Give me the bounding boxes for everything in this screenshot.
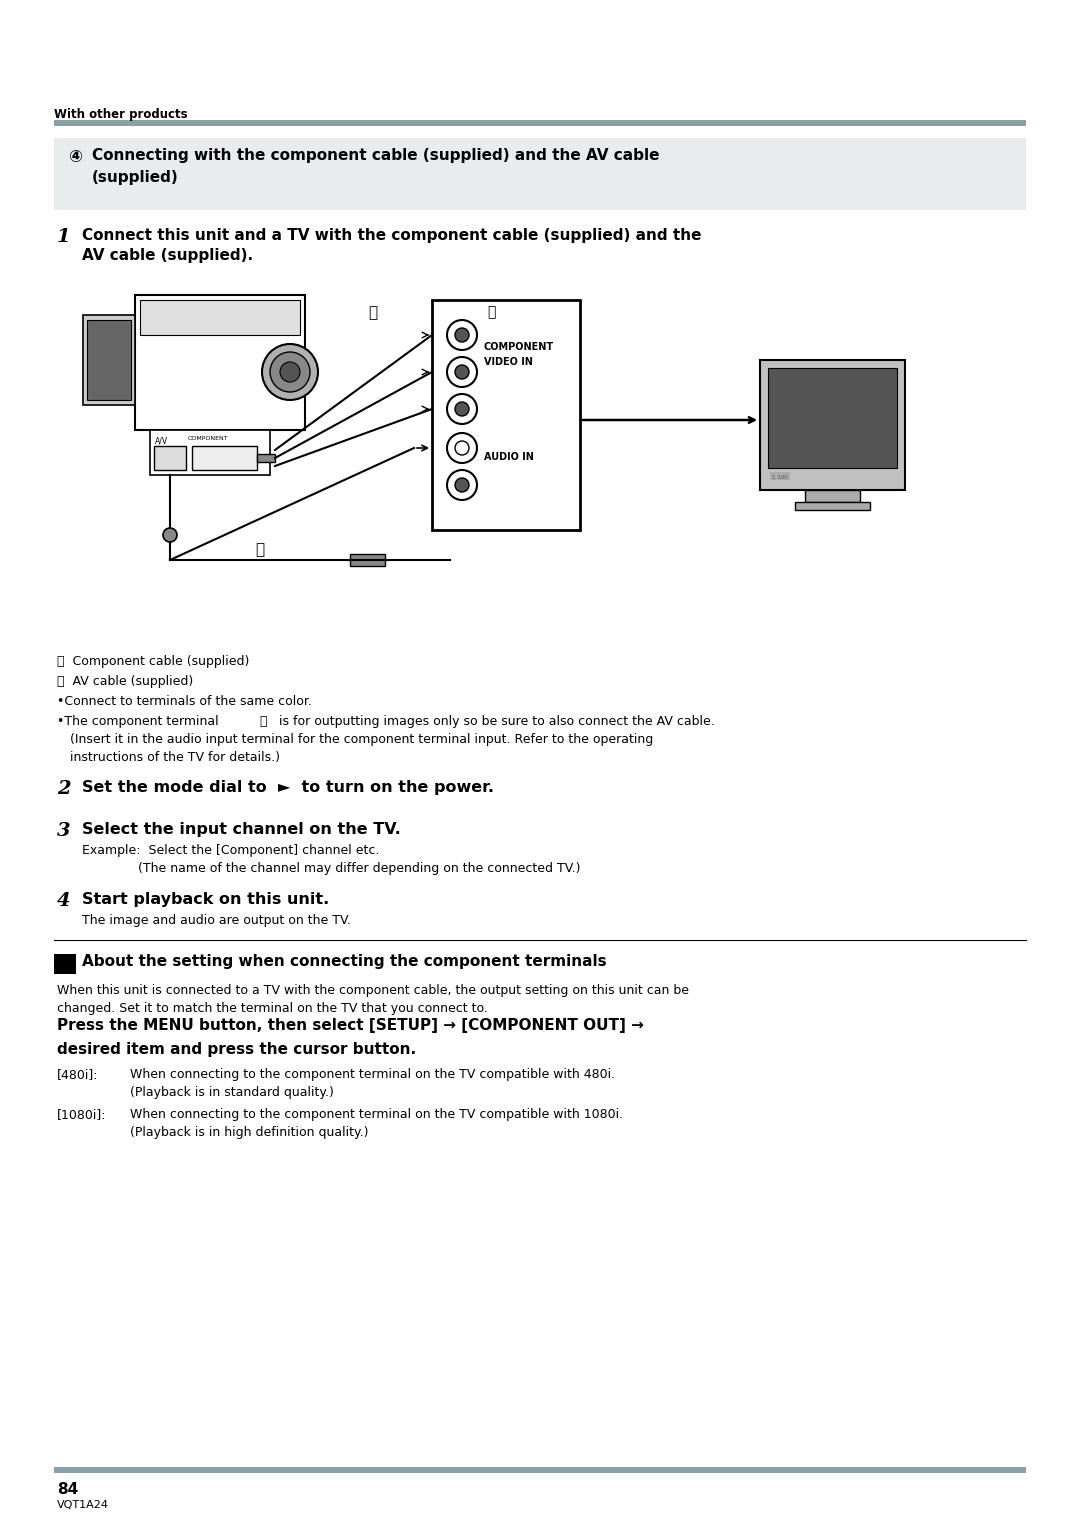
Text: AUDIO IN: AUDIO IN xyxy=(484,452,534,462)
Text: VQT1A24: VQT1A24 xyxy=(57,1500,109,1511)
Circle shape xyxy=(262,343,318,400)
Bar xyxy=(768,368,897,468)
Text: Connect this unit and a TV with the component cable (supplied) and the: Connect this unit and a TV with the comp… xyxy=(82,227,702,243)
Text: 84: 84 xyxy=(57,1482,78,1497)
Bar xyxy=(150,430,270,475)
Text: 3: 3 xyxy=(57,823,70,839)
Text: (Playback is in standard quality.): (Playback is in standard quality.) xyxy=(130,1087,334,1099)
Circle shape xyxy=(280,362,300,382)
Circle shape xyxy=(455,328,469,342)
Text: Ⓐ  Component cable (supplied): Ⓐ Component cable (supplied) xyxy=(57,655,249,668)
Text: Ⓑ: Ⓑ xyxy=(255,542,265,557)
Bar xyxy=(54,954,76,974)
Text: Connecting with the component cable (supplied) and the AV cable: Connecting with the component cable (sup… xyxy=(92,148,660,163)
Text: changed. Set it to match the terminal on the TV that you connect to.: changed. Set it to match the terminal on… xyxy=(57,1003,488,1015)
Bar xyxy=(154,446,186,470)
Text: 1: 1 xyxy=(57,227,70,246)
Text: When connecting to the component terminal on the TV compatible with 480i.: When connecting to the component termina… xyxy=(130,1068,616,1080)
Text: COMPONENT: COMPONENT xyxy=(188,436,229,441)
Text: Set the mode dial to  ►  to turn on the power.: Set the mode dial to ► to turn on the po… xyxy=(82,780,494,795)
Bar xyxy=(54,137,1026,211)
Text: Select the input channel on the TV.: Select the input channel on the TV. xyxy=(82,823,401,836)
Text: AV cable (supplied).: AV cable (supplied). xyxy=(82,249,253,262)
Bar xyxy=(350,554,384,566)
Text: About the setting when connecting the component terminals: About the setting when connecting the co… xyxy=(82,954,607,969)
Circle shape xyxy=(447,320,477,349)
Text: When this unit is connected to a TV with the component cable, the output setting: When this unit is connected to a TV with… xyxy=(57,984,689,996)
Text: desired item and press the cursor button.: desired item and press the cursor button… xyxy=(57,1042,416,1058)
Text: 4: 4 xyxy=(57,893,70,909)
Circle shape xyxy=(447,357,477,388)
Bar xyxy=(257,455,275,462)
Bar xyxy=(770,472,789,481)
Text: COMPONENT: COMPONENT xyxy=(484,342,554,353)
Bar xyxy=(760,360,905,490)
Text: The image and audio are output on the TV.: The image and audio are output on the TV… xyxy=(82,914,351,926)
Text: •The component terminal: •The component terminal xyxy=(57,716,222,728)
Text: is for outputting images only so be sure to also connect the AV cable.: is for outputting images only so be sure… xyxy=(275,716,715,728)
Text: Press the MENU button, then select [SETUP] → [COMPONENT OUT] →: Press the MENU button, then select [SETU… xyxy=(57,1018,644,1033)
Circle shape xyxy=(270,353,310,392)
Bar xyxy=(805,490,860,502)
Circle shape xyxy=(447,394,477,424)
Text: Ⓒ: Ⓒ xyxy=(487,305,496,319)
Text: 1 100: 1 100 xyxy=(772,475,787,481)
Bar xyxy=(140,301,300,336)
Circle shape xyxy=(447,433,477,462)
Circle shape xyxy=(447,470,477,501)
Text: Ⓐ: Ⓐ xyxy=(368,305,377,320)
Circle shape xyxy=(455,478,469,491)
Text: With other products: With other products xyxy=(54,108,188,121)
Circle shape xyxy=(455,441,469,455)
Text: VIDEO IN: VIDEO IN xyxy=(484,357,532,366)
Bar xyxy=(83,314,135,404)
Bar xyxy=(87,320,131,400)
Text: 2: 2 xyxy=(57,780,70,798)
Circle shape xyxy=(163,528,177,542)
Text: [480i]:: [480i]: xyxy=(57,1068,98,1080)
Bar xyxy=(54,1466,1026,1473)
Text: A/V: A/V xyxy=(156,436,168,446)
Bar xyxy=(192,446,257,470)
Text: When connecting to the component terminal on the TV compatible with 1080i.: When connecting to the component termina… xyxy=(130,1108,623,1122)
Text: •Connect to terminals of the same color.: •Connect to terminals of the same color. xyxy=(57,694,312,708)
Text: Start playback on this unit.: Start playback on this unit. xyxy=(82,893,329,906)
Text: (The name of the channel may differ depending on the connected TV.): (The name of the channel may differ depe… xyxy=(82,862,581,874)
Bar xyxy=(54,121,1026,127)
Text: Ⓒ: Ⓒ xyxy=(259,716,267,728)
Text: Ⓑ  AV cable (supplied): Ⓑ AV cable (supplied) xyxy=(57,674,193,688)
Bar xyxy=(135,295,305,430)
Text: ④: ④ xyxy=(68,148,82,166)
Circle shape xyxy=(455,401,469,417)
Bar xyxy=(795,502,870,510)
Bar xyxy=(432,301,580,530)
Text: (Playback is in high definition quality.): (Playback is in high definition quality.… xyxy=(130,1126,368,1138)
Text: (supplied): (supplied) xyxy=(92,169,179,185)
Circle shape xyxy=(455,365,469,378)
Text: [1080i]:: [1080i]: xyxy=(57,1108,107,1122)
Text: instructions of the TV for details.): instructions of the TV for details.) xyxy=(70,751,280,765)
Text: (Insert it in the audio input terminal for the component terminal input. Refer t: (Insert it in the audio input terminal f… xyxy=(70,732,653,746)
Text: Example:  Select the [Component] channel etc.: Example: Select the [Component] channel … xyxy=(82,844,379,858)
